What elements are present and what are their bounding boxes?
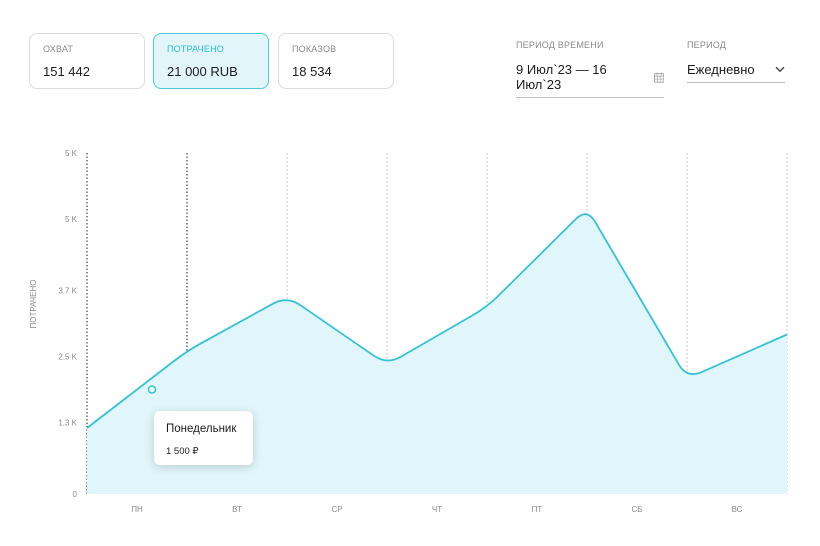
- y-tick-label: 3.7 K: [58, 287, 77, 296]
- y-axis-label: ПОТРАЧЕНО: [29, 279, 38, 328]
- tooltip-title: Понедельник: [166, 423, 237, 435]
- period-select[interactable]: ПЕРИОД Ежедневно: [687, 40, 785, 83]
- tooltip-value: 1 500 ₽: [166, 446, 199, 457]
- x-tick-label: ВС: [732, 505, 743, 514]
- metric-card-spent[interactable]: ПОТРАЧЕНО 21 000 RUB: [153, 33, 269, 89]
- metric-card-reach[interactable]: ОХВАТ 151 442: [29, 33, 145, 89]
- x-tick-label: СБ: [631, 505, 642, 514]
- x-tick-label: ПТ: [532, 505, 543, 514]
- y-tick-label: 2.5 K: [58, 353, 77, 362]
- y-tick-label: 1.3 K: [58, 419, 77, 428]
- chevron-down-icon[interactable]: [775, 66, 785, 73]
- area-fill: [87, 214, 787, 494]
- x-tick-label: СР: [331, 505, 342, 514]
- date-range-label: ПЕРИОД ВРЕМЕНИ: [516, 40, 604, 50]
- metric-value: 21 000 RUB: [167, 64, 238, 79]
- period-label: ПЕРИОД: [687, 40, 727, 50]
- x-tick-label: ЧТ: [432, 505, 442, 514]
- metric-card-views[interactable]: ПОКАЗОВ 18 534: [278, 33, 394, 89]
- y-tick-label: 5 K: [65, 215, 78, 224]
- metric-value: 151 442: [43, 64, 90, 79]
- hover-point[interactable]: [147, 385, 157, 394]
- metric-label: ПОТРАЧЕНО: [167, 44, 224, 54]
- x-tick-label: ВТ: [232, 505, 242, 514]
- y-tick-label: 0: [73, 490, 78, 499]
- tooltip: Понедельник 1 500 ₽: [154, 411, 253, 465]
- calendar-icon[interactable]: [653, 72, 664, 83]
- y-tick-label: 5 K: [65, 149, 78, 158]
- date-range-value: 9 Июл`23 — 16 Июл`23: [516, 62, 607, 92]
- x-tick-label: ПН: [131, 505, 143, 514]
- period-value: Ежедневно: [687, 62, 755, 77]
- metric-label: ОХВАТ: [43, 44, 74, 54]
- metric-value: 18 534: [292, 64, 332, 79]
- series-line: [86, 213, 788, 429]
- date-range-field[interactable]: ПЕРИОД ВРЕМЕНИ 9 Июл`23 — 16 Июл`23: [516, 40, 664, 98]
- period-dropdown[interactable]: Ежедневно: [687, 62, 785, 83]
- date-range-input[interactable]: 9 Июл`23 — 16 Июл`23: [516, 62, 664, 98]
- metric-label: ПОКАЗОВ: [292, 44, 337, 54]
